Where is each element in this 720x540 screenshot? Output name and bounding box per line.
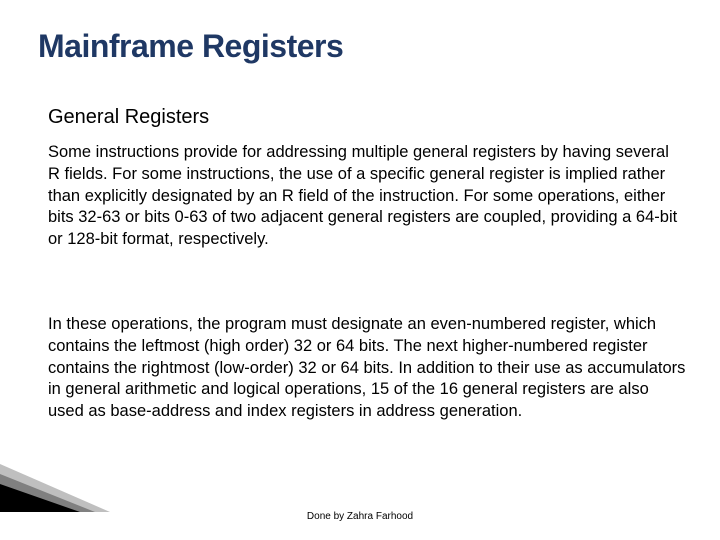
paragraph-1: Some instructions provide for addressing…	[48, 142, 678, 251]
footer-credit: Done by Zahra Farhood	[0, 511, 720, 522]
section-subtitle: General Registers	[48, 106, 209, 129]
paragraph-2: In these operations, the program must de…	[48, 314, 688, 423]
page-title: Mainframe Registers	[38, 28, 343, 65]
corner-decoration	[0, 452, 140, 512]
